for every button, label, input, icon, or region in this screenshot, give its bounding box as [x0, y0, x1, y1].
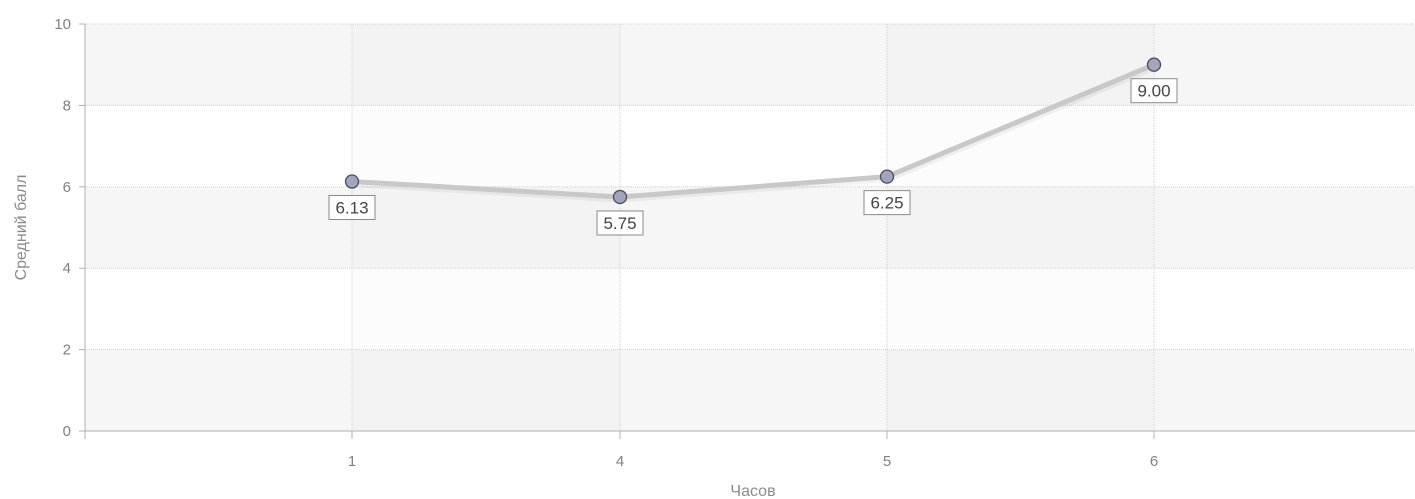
data-label: 9.00 — [1130, 78, 1178, 104]
y-tick-label: 10 — [54, 16, 71, 33]
data-label-box — [863, 190, 911, 216]
y-axis-title: Средний балл — [13, 175, 30, 281]
data-label: 5.75 — [596, 210, 644, 236]
x-tick-label: 1 — [348, 453, 356, 470]
series-line — [349, 62, 1157, 203]
data-label-text: 6.13 — [335, 199, 368, 218]
x-axis-title: Часов — [730, 483, 775, 499]
y-tick-label: 8 — [63, 97, 71, 114]
x-tick-label: 6 — [1150, 453, 1158, 470]
plot-background — [85, 24, 1415, 431]
data-point-marker[interactable] — [612, 189, 628, 205]
data-label-text: 9.00 — [1137, 82, 1170, 101]
plot-band — [85, 268, 1415, 350]
data-label: 6.13 — [328, 195, 376, 221]
y-tick-label: 4 — [63, 260, 71, 277]
data-point-marker[interactable] — [344, 174, 360, 189]
data-point-marker[interactable] — [1146, 57, 1162, 72]
data-label-box — [1130, 78, 1178, 104]
x-tick-label: 4 — [616, 453, 624, 470]
x-axis-ticks: 1 4 5 6 — [348, 431, 1158, 470]
plot-band — [85, 349, 1415, 431]
y-tick-label: 6 — [63, 179, 71, 196]
plot-band — [85, 105, 1415, 187]
data-point-marker[interactable] — [879, 169, 895, 184]
plot-band — [85, 24, 1415, 106]
data-label-box — [328, 195, 376, 221]
data-label-text: 6.25 — [870, 194, 903, 213]
axes — [84, 24, 1415, 439]
y-tick-label: 2 — [63, 342, 71, 359]
data-label-box — [596, 210, 644, 236]
series-line-path — [349, 62, 1157, 200]
plot-column-band — [352, 24, 620, 431]
y-axis-ticks: 0 2 4 6 8 10 — [54, 16, 85, 440]
plot-band — [85, 186, 1415, 269]
data-points — [344, 57, 1162, 205]
data-labels: 6.13 5.75 6.25 9.00 — [328, 78, 1178, 236]
x-tick-label: 5 — [883, 453, 891, 470]
data-label: 6.25 — [863, 190, 911, 216]
data-label-text: 5.75 — [603, 214, 636, 233]
y-tick-label: 0 — [63, 423, 71, 440]
